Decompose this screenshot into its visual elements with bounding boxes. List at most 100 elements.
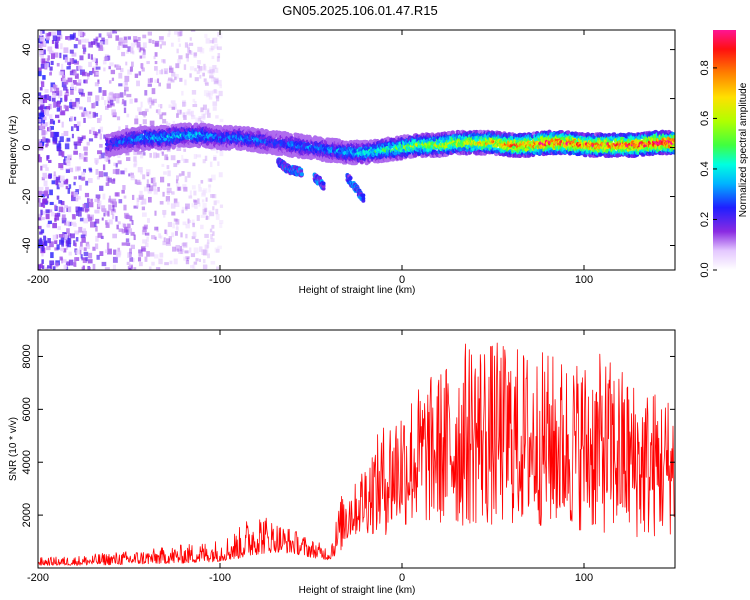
noise-speckle xyxy=(43,98,48,103)
noise-speckle xyxy=(128,263,131,268)
noise-speckle xyxy=(84,192,90,198)
noise-speckle xyxy=(162,191,165,197)
noise-speckle xyxy=(180,232,183,238)
noise-speckle xyxy=(65,185,68,190)
noise-speckle xyxy=(110,99,114,106)
noise-speckle xyxy=(201,199,205,203)
noise-speckle xyxy=(88,41,93,48)
noise-speckle xyxy=(69,49,74,54)
noise-speckle xyxy=(178,55,183,60)
noise-speckle xyxy=(165,121,169,126)
noise-speckle xyxy=(168,236,172,242)
noise-speckle xyxy=(112,264,116,270)
noise-speckle xyxy=(126,113,130,118)
noise-speckle xyxy=(198,116,203,120)
noise-speckle xyxy=(130,244,135,250)
noise-speckle xyxy=(97,232,103,238)
noise-speckle xyxy=(78,138,83,144)
noise-speckle xyxy=(92,67,95,74)
noise-speckle xyxy=(65,220,70,227)
noise-speckle xyxy=(80,92,85,97)
noise-speckle xyxy=(174,231,178,236)
noise-speckle xyxy=(102,60,107,65)
noise-speckle xyxy=(44,38,49,44)
noise-speckle xyxy=(203,63,206,70)
noise-speckle xyxy=(123,226,128,233)
noise-speckle xyxy=(66,178,69,183)
noise-speckle xyxy=(138,194,144,200)
noise-speckle xyxy=(87,114,92,119)
noise-speckle xyxy=(47,265,52,269)
noise-speckle xyxy=(143,113,146,118)
noise-speckle xyxy=(83,146,88,151)
noise-speckle xyxy=(74,73,79,79)
noise-speckle xyxy=(38,119,42,123)
noise-speckle xyxy=(55,114,60,119)
noise-speckle xyxy=(75,249,81,255)
noise-speckle xyxy=(57,101,61,107)
noise-speckle xyxy=(46,245,51,251)
noise-speckle xyxy=(162,240,167,246)
noise-speckle xyxy=(189,37,192,41)
noise-speckle xyxy=(69,58,73,65)
noise-speckle xyxy=(107,177,112,183)
noise-speckle xyxy=(53,174,57,180)
noise-speckle xyxy=(141,246,146,252)
noise-speckle xyxy=(42,210,45,215)
noise-speckle xyxy=(50,264,53,270)
noise-speckle xyxy=(152,185,157,190)
noise-speckle xyxy=(90,198,93,202)
noise-speckle xyxy=(123,195,127,199)
noise-speckle xyxy=(39,87,43,91)
noise-speckle xyxy=(218,172,223,178)
noise-speckle xyxy=(102,164,106,171)
noise-speckle xyxy=(154,236,157,240)
noise-speckle xyxy=(142,226,147,233)
noise-speckle xyxy=(119,92,124,98)
noise-speckle xyxy=(134,179,138,185)
noise-speckle xyxy=(60,175,65,182)
noise-speckle xyxy=(73,141,77,146)
noise-speckle xyxy=(202,202,207,209)
noise-speckle xyxy=(124,86,129,92)
noise-speckle xyxy=(183,64,187,70)
noise-speckle xyxy=(67,243,71,248)
noise-speckle xyxy=(212,77,216,82)
noise-speckle xyxy=(54,90,60,96)
noise-speckle xyxy=(201,190,206,196)
noise-speckle xyxy=(114,192,119,197)
noise-speckle xyxy=(217,79,222,86)
noise-speckle xyxy=(135,115,138,119)
noise-speckle xyxy=(162,118,167,124)
noise-speckle xyxy=(215,213,220,220)
noise-speckle xyxy=(131,194,135,200)
noise-speckle xyxy=(211,174,216,181)
noise-speckle xyxy=(186,57,189,62)
noise-speckle xyxy=(172,246,177,252)
noise-speckle xyxy=(40,40,44,44)
noise-speckle xyxy=(193,52,198,56)
noise-speckle xyxy=(42,75,46,80)
noise-speckle xyxy=(67,235,70,239)
noise-speckle xyxy=(179,77,183,82)
noise-speckle xyxy=(137,107,142,112)
noise-speckle xyxy=(45,110,49,117)
noise-speckle xyxy=(116,224,119,230)
noise-speckle xyxy=(87,252,93,259)
noise-speckle xyxy=(105,220,108,225)
noise-speckle xyxy=(104,267,110,270)
noise-speckle xyxy=(83,247,87,252)
noise-speckle xyxy=(138,249,143,254)
noise-speckle xyxy=(64,161,67,166)
noise-speckle xyxy=(106,96,110,102)
noise-speckle xyxy=(38,213,41,218)
noise-speckle xyxy=(116,98,120,104)
noise-speckle xyxy=(151,88,156,95)
noise-speckle xyxy=(46,155,49,161)
noise-speckle xyxy=(64,92,70,97)
noise-speckle xyxy=(216,95,220,102)
noise-speckle xyxy=(45,167,49,171)
noise-speckle xyxy=(205,215,210,220)
noise-speckle xyxy=(166,190,170,196)
noise-speckle xyxy=(147,31,153,36)
